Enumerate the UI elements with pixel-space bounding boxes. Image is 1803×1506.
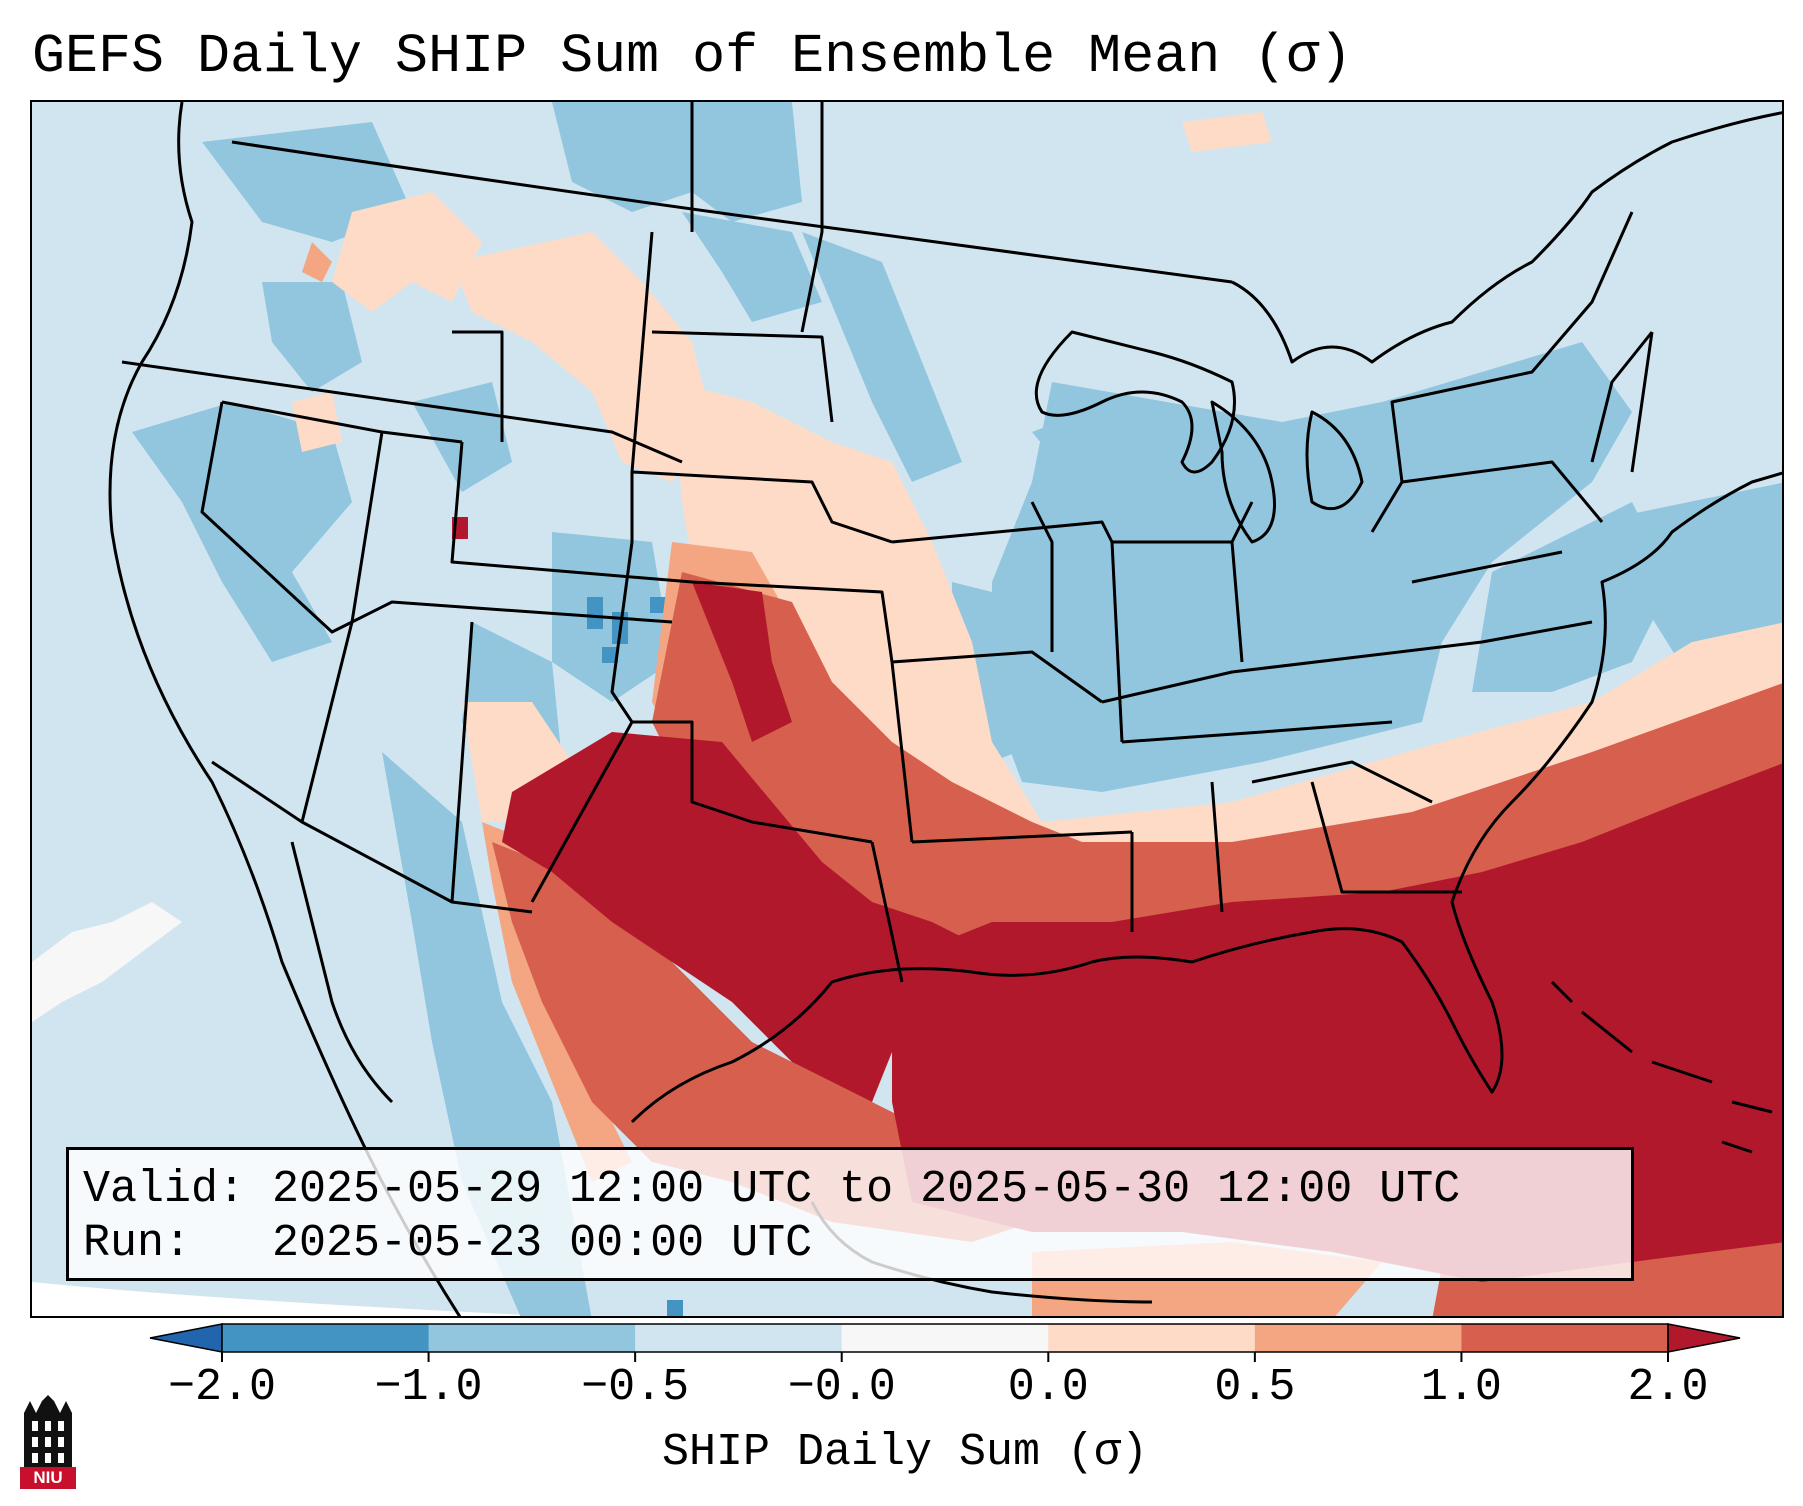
niu-tower-icon (24, 1395, 72, 1467)
niu-logo: NIU (20, 1395, 76, 1489)
colorbar-label: SHIP Daily Sum (σ) (661, 1427, 1149, 1478)
colorbar-over-extension (1667, 1323, 1741, 1353)
niu-logo-text: NIU (20, 1467, 76, 1489)
coastlines (108, 102, 1782, 1316)
colorbar-tick: −2.0 (167, 1362, 277, 1413)
colorbar-frame (221, 1323, 1669, 1353)
colorbar (149, 1323, 1741, 1362)
colorbar-bin (428, 1324, 636, 1352)
valid-time-text: Valid: 2025-05-29 12:00 UTC to 2025-05-3… (83, 1164, 1461, 1215)
projection-edge-left (32, 1282, 547, 1316)
colorbar-tick: −1.0 (374, 1362, 483, 1413)
valid-run-info-box: Valid: 2025-05-29 12:00 UTC to 2025-05-3… (66, 1147, 1634, 1281)
colorbar-tick: −0.0 (787, 1362, 896, 1413)
colorbar-under-extension (149, 1323, 223, 1353)
colorbar-bin (222, 1324, 430, 1352)
colorbar-bin (1461, 1324, 1669, 1352)
colorbar-tick: 2.0 (1627, 1362, 1709, 1413)
political-boundaries (121, 102, 1654, 983)
colorbar-tick: 0.0 (1007, 1362, 1089, 1413)
chart-title: GEFS Daily SHIP Sum of Ensemble Mean (σ) (32, 25, 1353, 88)
colorbar-bin (1254, 1324, 1462, 1352)
neutral-patch (32, 902, 182, 1022)
anomaly-map (32, 102, 1782, 1316)
run-time-text: Run: 2025-05-23 00:00 UTC (83, 1218, 813, 1269)
colorbar-bin (841, 1324, 1049, 1352)
colorbar-tick: −0.5 (581, 1362, 690, 1413)
map-panel[interactable] (30, 100, 1784, 1318)
colorbar-bin (1048, 1324, 1256, 1352)
colorbar-segments (149, 1323, 1741, 1362)
colorbar-tick: 1.0 (1420, 1362, 1502, 1413)
colorbar-bin (635, 1324, 843, 1352)
colorbar-tick: 0.5 (1214, 1362, 1296, 1413)
